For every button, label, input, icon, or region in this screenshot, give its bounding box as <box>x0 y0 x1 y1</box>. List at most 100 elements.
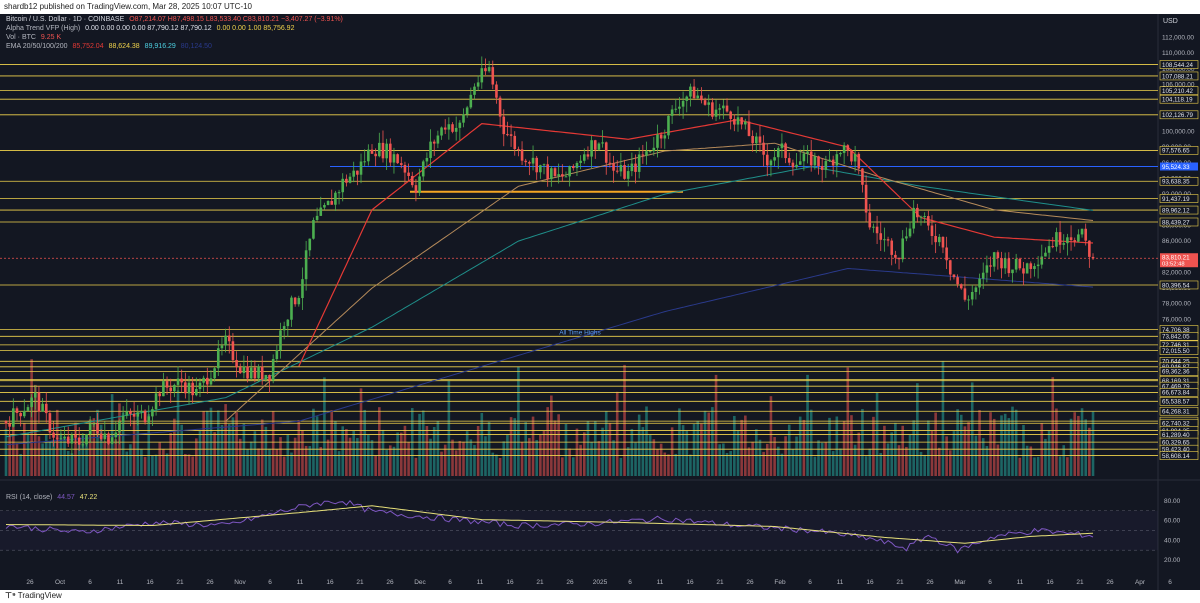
volume-bar <box>268 448 271 476</box>
candle-body <box>952 274 956 278</box>
level-label: 70,644.25 <box>1162 359 1190 366</box>
volume-bar <box>1033 457 1036 476</box>
volume-bar <box>1036 456 1040 476</box>
time-axis-label: 6 <box>988 579 992 586</box>
level-label: 65,538.57 <box>1162 399 1190 406</box>
candle-body <box>645 151 648 156</box>
candle-body <box>850 150 853 162</box>
volume-bar <box>184 453 187 476</box>
price-axis-tick: 110,000.00 <box>1162 50 1194 57</box>
candle-body <box>963 288 967 300</box>
ema200-line <box>5 267 1094 446</box>
candle-body <box>1062 243 1066 245</box>
volume-bar <box>103 441 107 476</box>
volume-bar <box>297 420 301 476</box>
volume-bar <box>645 406 648 476</box>
legend-symbol[interactable]: Bitcoin / U.S. Dollar · 1D · COINBASE <box>6 16 125 23</box>
candle-body <box>220 345 224 349</box>
ema20-line <box>298 119 1094 367</box>
candle-body <box>465 107 469 115</box>
volume-bar <box>634 442 637 476</box>
candle-body <box>389 143 392 163</box>
candle-body <box>162 381 165 397</box>
volume-bar <box>502 441 506 476</box>
legend-ema-label[interactable]: EMA 20/50/100/200 <box>6 43 68 50</box>
legend-alpha-trend-label[interactable]: Alpha Trend VFP (High) <box>6 25 81 32</box>
candle-body <box>12 408 15 427</box>
volume-bar <box>447 380 451 476</box>
chart-canvas[interactable]: 112,000.00 110,000.00 108,000.00 106,000.00… <box>0 14 1200 590</box>
volume-bar <box>916 383 919 476</box>
volume-bar <box>981 438 985 476</box>
volume-bar <box>787 424 791 476</box>
volume-bar <box>15 443 19 476</box>
legend-alpha-trend-extra: 0.00 0.00 1.00 85,756.92 <box>216 25 295 32</box>
candle-body <box>37 392 41 412</box>
rsi-legend-label[interactable]: RSI (14, close) <box>6 494 53 501</box>
candle-body <box>44 403 48 414</box>
volume-bar <box>656 449 659 476</box>
volume-bar <box>165 453 169 476</box>
volume-bar <box>839 448 842 476</box>
candle-body <box>341 178 345 193</box>
time-axis-label: 6 <box>808 579 812 586</box>
time-axis-label: Feb <box>774 579 786 586</box>
candle-body <box>879 233 883 240</box>
candle-body <box>48 413 52 433</box>
candle-body <box>912 207 915 229</box>
level-label: 61,289.40 <box>1162 432 1190 439</box>
volume-bar <box>385 449 388 476</box>
candle-body <box>176 378 180 385</box>
candle-body <box>381 142 385 159</box>
blue-level-label: 95,524.33 <box>1162 164 1190 171</box>
candle-body <box>817 156 820 166</box>
price-axis-tick: 106,000.00 <box>1162 81 1195 88</box>
candle-body <box>930 225 934 236</box>
candle-body <box>905 236 908 239</box>
volume-bar <box>959 414 963 476</box>
time-axis-label: 6 <box>268 579 272 586</box>
candle-body <box>692 86 696 99</box>
level-label: 69,362.36 <box>1162 369 1190 376</box>
level-label-box <box>1159 146 1199 155</box>
volume-bar <box>495 454 498 476</box>
candle-body <box>1018 258 1022 269</box>
level-label: 68,169.31 <box>1162 378 1190 385</box>
volume-bar <box>206 410 209 476</box>
candle-body <box>1022 268 1025 274</box>
candle-body <box>187 382 191 394</box>
candle-body <box>901 238 904 260</box>
candle-body <box>934 235 937 243</box>
volume-bar <box>246 449 249 476</box>
tradingview-logo[interactable]: ⊤⁹ TradingView <box>5 591 62 600</box>
volume-bar <box>491 452 495 476</box>
currency-label[interactable]: USD <box>1163 18 1178 25</box>
volume-bar <box>846 367 850 476</box>
candle-body <box>747 121 751 136</box>
candle-body <box>703 100 707 105</box>
candle-body <box>663 135 667 139</box>
volume-bar <box>985 446 989 476</box>
candle-body <box>667 115 670 136</box>
volume-bar <box>751 441 754 476</box>
candle-body <box>476 82 480 87</box>
time-axis-label: 16 <box>326 579 334 586</box>
candle-body <box>337 192 341 194</box>
volume-bar <box>619 457 623 476</box>
candle-body <box>938 236 941 243</box>
candle-body <box>586 154 590 157</box>
candle-body <box>403 164 407 173</box>
volume-bar <box>213 432 216 476</box>
volume-bar <box>820 442 824 476</box>
chart-area[interactable]: 112,000.00 110,000.00 108,000.00 106,000.00… <box>0 14 1200 590</box>
level-label: 108,544.24 <box>1162 62 1194 69</box>
legend-vol-label[interactable]: Vol · BTC <box>6 34 36 41</box>
candle-body <box>96 423 99 434</box>
candle-body <box>326 201 330 205</box>
candle-body <box>751 135 754 144</box>
volume-bar <box>890 432 894 476</box>
volume-bar <box>96 409 99 476</box>
candle-body <box>755 136 758 144</box>
candle-body <box>88 423 92 435</box>
volume-bar <box>637 414 641 476</box>
